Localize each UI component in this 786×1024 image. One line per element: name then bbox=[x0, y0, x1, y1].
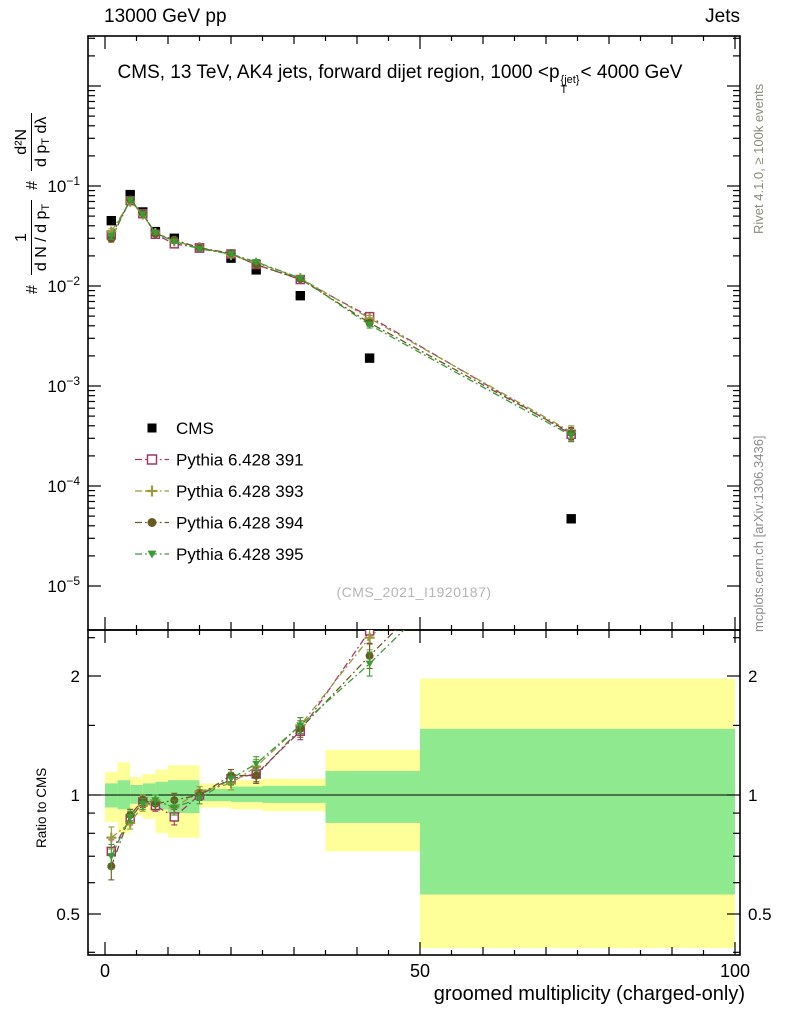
y-frac2-denominator: d pT dλ bbox=[31, 112, 54, 171]
svg-text:1: 1 bbox=[748, 786, 757, 805]
plot-title-prefix: CMS, 13 TeV, AK4 jets, forward dijet reg… bbox=[117, 62, 560, 83]
legend-label: Pythia 6.428 394 bbox=[176, 514, 304, 533]
y-frac2-numerator: d²N bbox=[13, 128, 30, 155]
uncertainty-bands bbox=[105, 678, 735, 949]
y-frac1-den-main: d N / d p bbox=[33, 210, 51, 272]
main-panel-frame bbox=[87, 35, 741, 631]
ratio-panel-frame bbox=[87, 629, 741, 956]
mcplots-credit: mcplots.cern.ch [arXiv:1306.3436] bbox=[751, 435, 766, 632]
svg-text:0.5: 0.5 bbox=[56, 905, 80, 924]
y-axis-fraction-2: d²N d pT dλ bbox=[12, 112, 54, 171]
svg-text:10−4: 10−4 bbox=[47, 474, 80, 496]
ratio-y-axis-label: Ratio to CMS bbox=[34, 767, 49, 848]
y-frac2-den-sub: T bbox=[40, 137, 53, 145]
pt-jet-sup: {jet} bbox=[560, 74, 580, 86]
legend-label: Pythia 6.428 393 bbox=[176, 482, 304, 501]
y-axis-label: # 1 d N / d pT # d²N d pT dλ bbox=[12, 112, 54, 294]
y-axis-hash-1: # bbox=[23, 285, 41, 294]
beam-energy-label: 13000 GeV pp bbox=[104, 6, 227, 27]
svg-text:100: 100 bbox=[720, 961, 750, 981]
y-axis-hash-2: # bbox=[23, 180, 41, 190]
x-axis-label: groomed multiplicity (charged-only) bbox=[433, 983, 745, 1005]
rivet-version-credit: Rivet 4.1.0, ≥ 100k events bbox=[751, 83, 766, 234]
plot-title: CMS, 13 TeV, AK4 jets, forward dijet reg… bbox=[117, 62, 683, 96]
pt-jet-sub: T bbox=[560, 84, 568, 96]
y-frac1-den-sub: T bbox=[40, 203, 53, 211]
y-frac1-denominator: d N / d pT bbox=[31, 199, 54, 276]
y-frac2-den-tail: dλ bbox=[33, 116, 51, 138]
legend-label: Pythia 6.428 395 bbox=[176, 545, 304, 564]
axis-ticks bbox=[88, 36, 740, 955]
analysis-category-label: Jets bbox=[705, 6, 740, 27]
plot-title-suffix: < 4000 GeV bbox=[580, 62, 683, 83]
y-frac1-numerator: 1 bbox=[13, 233, 30, 242]
y-frac2-den-main: d p bbox=[33, 144, 51, 167]
svg-text:10−5: 10−5 bbox=[47, 574, 80, 596]
legend: CMS Pythia 6.428 391 Pythia 6.428 393 Pythi… bbox=[135, 419, 304, 564]
svg-text:0: 0 bbox=[100, 961, 110, 981]
y-axis-fraction-1: 1 d N / d pT bbox=[12, 199, 54, 276]
svg-text:1: 1 bbox=[71, 786, 80, 805]
pt-jet-supsub: {jet} T bbox=[560, 74, 580, 96]
main-series bbox=[106, 189, 577, 524]
ratio-series bbox=[106, 630, 405, 881]
svg-text:50: 50 bbox=[410, 961, 430, 981]
analysis-id-watermark: (CMS_2021_I1920187) bbox=[336, 584, 492, 600]
svg-text:0.5: 0.5 bbox=[748, 905, 772, 924]
legend-label: Pythia 6.428 391 bbox=[176, 451, 304, 470]
svg-text:2: 2 bbox=[71, 667, 80, 686]
svg-text:2: 2 bbox=[748, 667, 757, 686]
legend-label: CMS bbox=[176, 419, 214, 438]
svg-text:10−3: 10−3 bbox=[47, 374, 80, 396]
